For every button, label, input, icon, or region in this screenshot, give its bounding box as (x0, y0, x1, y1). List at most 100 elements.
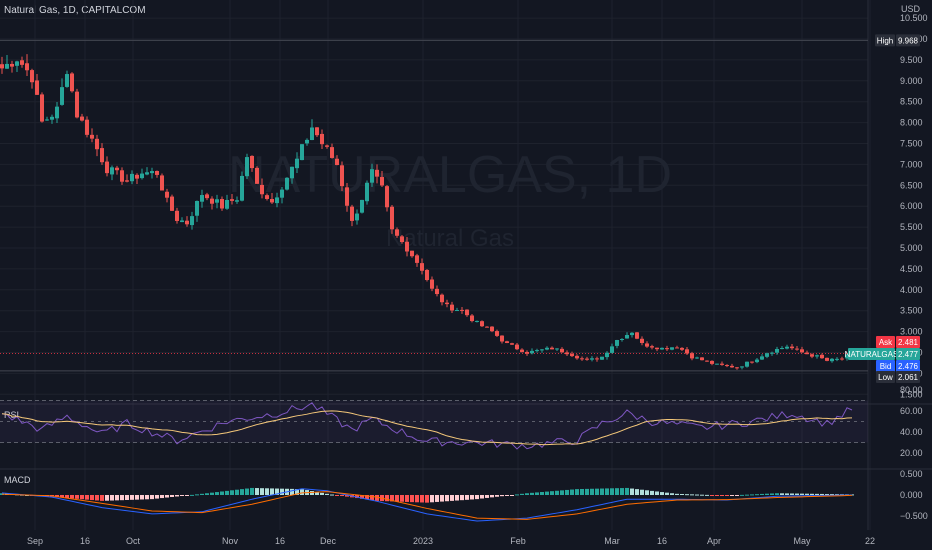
candle-body (400, 236, 404, 243)
candle-body (15, 61, 19, 66)
macd-bar (605, 488, 609, 495)
macd-bar (715, 495, 719, 496)
macd-bar (675, 493, 679, 495)
candle-body (500, 335, 504, 342)
candle-body (815, 355, 819, 357)
macd-bar (475, 495, 479, 500)
candle-body (250, 155, 254, 169)
candle-body (655, 347, 659, 350)
macd-bar (440, 495, 444, 502)
macd-tick-label: 0.500 (900, 469, 923, 479)
macd-bar (360, 495, 364, 499)
candle-body (485, 326, 489, 328)
candle-body (480, 321, 484, 327)
macd-bar (810, 493, 814, 495)
rsi-panel-label[interactable]: RSI (4, 410, 20, 420)
macd-bar (610, 488, 614, 495)
macd-tick-label: 0.000 (900, 490, 923, 500)
candle-body (345, 187, 349, 206)
candle-body (560, 348, 564, 353)
high-tag-label: High (877, 36, 893, 45)
macd-tick-label: −0.500 (900, 511, 928, 521)
candle-body (810, 354, 814, 357)
macd-bar (125, 495, 129, 500)
macd-bar (295, 489, 299, 495)
symbol-title[interactable]: Natural Gas, 1D, CAPITALCOM (4, 5, 146, 16)
candle-body (370, 169, 374, 183)
macd-bar (825, 494, 829, 496)
watermark-main: NATURALGAS, 1D (228, 146, 672, 204)
ask-tag-label: Ask (879, 338, 893, 347)
candle-body (215, 199, 219, 203)
candle-body (125, 180, 129, 182)
candle-body (630, 332, 634, 336)
macd-bar (255, 488, 259, 495)
macd-bar (365, 495, 369, 500)
macd-bar (260, 488, 264, 495)
candle-body (665, 348, 669, 350)
macd-bar (450, 495, 454, 501)
candle-body (175, 210, 179, 221)
macd-bar (830, 494, 834, 496)
macd-bar (485, 495, 489, 498)
candle-body (510, 343, 514, 345)
candle-body (475, 320, 479, 322)
macd-bar (340, 495, 344, 496)
macd-bar (405, 495, 409, 502)
macd-bar (320, 492, 324, 495)
macd-bar (375, 495, 379, 501)
macd-bar (265, 488, 269, 495)
candle-body (660, 347, 664, 350)
macd-bar (630, 488, 634, 495)
macd-bar (740, 494, 744, 496)
candle-body (680, 347, 684, 350)
macd-bar (750, 494, 754, 496)
macd-bar (530, 492, 534, 495)
macd-bar (90, 495, 94, 501)
candle-body (330, 147, 334, 158)
macd-bar (225, 490, 229, 495)
candle-body (460, 309, 464, 311)
candle-body (95, 138, 99, 150)
candle-body (105, 161, 109, 174)
currency-unit[interactable]: USD (900, 4, 920, 14)
macd-panel-label[interactable]: MACD (4, 475, 31, 485)
high-tag-label-bg (875, 34, 895, 47)
candle-body (185, 220, 189, 225)
macd-bar (390, 495, 394, 502)
candle-body (470, 315, 474, 322)
low-tag: Low 2.061 (876, 371, 920, 383)
ask-tag-value-bg (896, 336, 920, 348)
macd-bar (595, 488, 599, 495)
macd-bar (355, 495, 359, 499)
candle-body (295, 158, 299, 169)
macd-bar (775, 493, 779, 495)
macd-bar (210, 492, 214, 495)
candle-body (820, 354, 824, 359)
signal-line (1, 491, 853, 520)
macd-bar (170, 495, 174, 497)
rsi-tick-label: 60.00 (900, 406, 923, 416)
candle-body (745, 361, 749, 367)
macd-bar (315, 491, 319, 495)
symbol-tag: NATURALGAS 2.477 (845, 348, 920, 360)
price-tick-label: 3.500 (900, 306, 923, 316)
candle-body (300, 144, 304, 161)
candle-body (310, 127, 314, 141)
macd-bar (805, 493, 809, 495)
candle-body (540, 349, 544, 351)
candle-body (80, 116, 84, 121)
macd-bar (325, 493, 329, 495)
candle-body (465, 309, 469, 316)
candle-body (545, 347, 549, 350)
time-tick-label: 16 (657, 536, 667, 546)
macd-bar (695, 494, 699, 496)
macd-bar (105, 495, 109, 501)
macd-bar (280, 488, 284, 495)
macd-bar (635, 489, 639, 495)
macd-bar (770, 493, 774, 495)
macd-bar (270, 488, 274, 495)
macd-bar (760, 493, 764, 495)
price-tick-label: 4.000 (900, 285, 923, 295)
